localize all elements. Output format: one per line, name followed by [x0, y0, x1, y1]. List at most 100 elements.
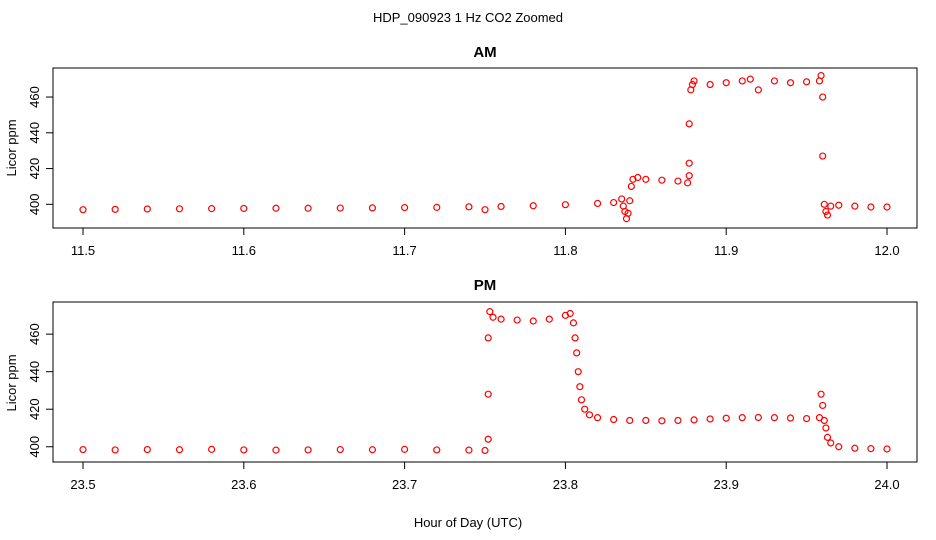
- panel-pm-point-7: [304, 446, 312, 454]
- panel-pm-xtick-label-3: 23.8: [553, 477, 578, 492]
- panel-am-ylabel: Licor ppm: [4, 119, 19, 176]
- panel-am-point-17: [593, 199, 602, 208]
- panel-pm-ytick-label-0: 400: [27, 436, 42, 458]
- panel-pm-yaxis: 400 420 440 460: [27, 323, 54, 458]
- panel-pm-point-50: [820, 416, 828, 425]
- panel-am-point-51: [822, 207, 830, 216]
- panel-pm-point-17: [486, 308, 494, 316]
- panel-pm-point-13: [481, 446, 489, 455]
- panel-pm-ytick-label-1: 420: [27, 398, 42, 420]
- panel-pm-xtick-label-1: 23.6: [231, 477, 256, 492]
- panel-pm-point-54: [835, 443, 843, 451]
- panel-am-point-50: [820, 200, 828, 208]
- panel-am-point-1: [111, 205, 119, 213]
- panel-pm-xtick-label-0: 23.5: [70, 477, 95, 492]
- panel-am-point-43: [770, 77, 779, 85]
- panel-am-point-57: [883, 203, 891, 211]
- panel-am-point-48: [819, 93, 827, 101]
- panel-pm-point-0: [79, 445, 87, 454]
- panel-pm-point-5: [240, 446, 248, 454]
- panel-pm-xaxis: 23.5 23.6 23.7 23.8 23.9 24.0: [70, 461, 900, 492]
- panel-am-point-29: [658, 176, 666, 184]
- panel-pm-point-22: [545, 315, 553, 323]
- panel-am-point-37: [690, 77, 698, 85]
- panel-pm-point-4: [208, 445, 216, 453]
- panel-am-xaxis: 11.5 11.6 11.7 11.8 11.9 12.0: [71, 227, 900, 258]
- panel-am-point-27: [634, 173, 642, 182]
- panel-pm-point-3: [175, 446, 184, 454]
- panel-am-point-32: [685, 172, 693, 180]
- panel-pm-point-33: [593, 414, 602, 422]
- panel-am-point-42: [754, 86, 762, 94]
- panel-am-point-9: [368, 204, 377, 212]
- figure-xlabel: Hour of Day (UTC): [414, 515, 522, 530]
- panel-pm-point-53: [827, 439, 835, 447]
- panel-pm-point-21: [529, 317, 537, 325]
- panel-pm-point-30: [577, 396, 586, 404]
- panel-am-point-8: [336, 204, 344, 212]
- panel-am-point-44: [786, 79, 795, 87]
- panel-pm-point-32: [585, 411, 594, 419]
- panel-pm-ytick-label-3: 460: [27, 323, 42, 345]
- panel-am-xtick-label-1: 11.6: [232, 243, 256, 258]
- panel-pm-point-2: [143, 445, 151, 454]
- panel-pm-point-40: [706, 415, 714, 423]
- panel-pm-point-31: [581, 405, 589, 413]
- panel-am-point-41: [746, 75, 754, 83]
- panel-am-xtick-label-4: 11.9: [714, 243, 738, 258]
- panel-am-plot-frame: [52, 67, 918, 229]
- panel-am-point-31: [684, 179, 692, 187]
- panel-am-point-15: [529, 202, 537, 210]
- panel-pm-point-49: [819, 401, 827, 410]
- panel-pm-point-48: [817, 390, 825, 398]
- panel-pm-title: PM: [474, 277, 497, 294]
- panel-pm-ylabel: Licor ppm: [4, 354, 19, 411]
- panel-pm-point-14: [484, 435, 492, 443]
- panel-am-point-6: [272, 204, 280, 212]
- panel-pm-point-1: [111, 446, 119, 454]
- panel-pm-point-39: [690, 416, 698, 424]
- panel-pm-point-24: [566, 309, 574, 318]
- panel-am-point-4: [208, 205, 216, 213]
- panel-am-point-11: [433, 203, 441, 211]
- panel-am-yaxis: 400 420 440 460: [27, 86, 54, 215]
- panel-am-point-10: [401, 203, 409, 212]
- panel-am-point-47: [817, 71, 825, 80]
- panel-pm-point-56: [867, 445, 875, 453]
- panel-pm-point-34: [610, 415, 618, 424]
- panel-pm-point-42: [738, 414, 746, 422]
- panel-pm-point-27: [573, 349, 581, 357]
- panel-am-point-19: [618, 195, 626, 203]
- panel-pm-xtick-label-5: 24.0: [874, 477, 899, 492]
- panel-am-point-28: [642, 175, 650, 183]
- panel-pm-point-6: [272, 446, 280, 454]
- panel-am-point-30: [674, 177, 682, 185]
- panel-pm-point-29: [576, 383, 584, 391]
- panel-am-point-54: [835, 201, 843, 209]
- panel-pm-point-19: [497, 315, 505, 323]
- panel-pm-point-11: [433, 446, 441, 454]
- panel-am-point-56: [867, 203, 875, 211]
- panel-pm-point-43: [754, 413, 762, 422]
- panel-pm: PM Licor ppm 23.5 23.6 23.7 23.8 23.9 24.0 40…: [4, 277, 918, 492]
- panel-am-point-53: [827, 202, 835, 210]
- panel-pm-xtick-label-4: 23.9: [714, 477, 739, 492]
- panel-am-point-36: [688, 80, 697, 89]
- panel-am-point-34: [685, 120, 693, 128]
- panel-am-point-18: [610, 198, 618, 207]
- panel-am-point-45: [802, 78, 811, 86]
- panel-am-point-3: [175, 205, 184, 213]
- panel-am-point-38: [706, 80, 714, 89]
- panel-pm-point-28: [574, 368, 582, 376]
- figure-title: HDP_090923 1 Hz CO2 Zoomed: [373, 10, 563, 25]
- panel-am-point-24: [626, 197, 634, 205]
- panel-am-point-33: [685, 159, 693, 167]
- panel-am-point-0: [79, 206, 87, 214]
- panel-am-point-7: [304, 204, 312, 212]
- panel-pm-point-36: [642, 416, 650, 425]
- panel-am-point-39: [722, 79, 730, 87]
- panel-pm-point-25: [569, 319, 578, 327]
- panel-am-ytick-label-0: 400: [27, 193, 42, 215]
- panel-pm-point-51: [822, 424, 830, 432]
